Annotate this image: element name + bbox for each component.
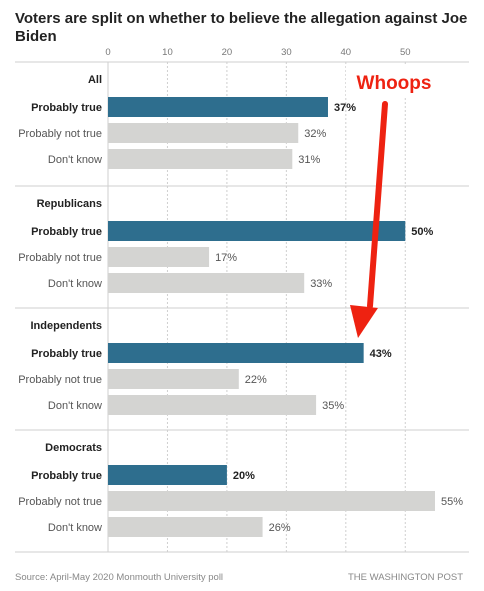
value-label: 37% (334, 102, 356, 114)
chart-title-line-2: Biden (15, 28, 57, 45)
x-tick-label-30: 30 (281, 47, 292, 58)
annotation-label: Whoops (357, 73, 432, 94)
group-label-republicans: Republicans (37, 198, 102, 210)
category-label: Probably not true (18, 374, 102, 386)
annotation-arrow-head (350, 305, 378, 338)
bar (108, 221, 406, 241)
bar (108, 517, 263, 537)
category-label: Probably true (31, 470, 102, 482)
category-label: Don't know (48, 522, 102, 534)
x-tick-label-50: 50 (400, 47, 411, 58)
value-label: 17% (215, 252, 237, 264)
value-label: 32% (304, 128, 326, 140)
category-label: Probably true (31, 226, 102, 238)
chart-title-line-1: Voters are split on whether to believe t… (15, 10, 467, 27)
annotation: Whoops (346, 66, 442, 338)
bar (108, 97, 328, 117)
source-note: Source: April-May 2020 Monmouth Universi… (15, 572, 223, 583)
value-label: 50% (411, 226, 433, 238)
plot-area: 0 10 20 30 40 50 All Probably true 37% Probably n… (15, 47, 469, 553)
value-label: 43% (370, 348, 392, 360)
bar (108, 369, 239, 389)
x-tick-label-10: 10 (162, 47, 173, 58)
category-label: Don't know (48, 400, 102, 412)
x-tick-label-0: 0 (105, 47, 110, 58)
bar (108, 491, 435, 511)
group-label-democrats: Democrats (45, 442, 102, 454)
group-label-independents: Independents (30, 320, 102, 332)
group-label-all: All (88, 74, 102, 86)
value-label: 33% (310, 278, 332, 290)
category-label: Probably true (31, 102, 102, 114)
annotation-arrow-shaft (367, 101, 388, 309)
bar (108, 343, 364, 363)
category-label: Probably not true (18, 496, 102, 508)
bar (108, 247, 210, 267)
value-label: 31% (298, 154, 320, 166)
value-label: 26% (269, 522, 291, 534)
value-label: 55% (441, 496, 463, 508)
value-label: 20% (233, 470, 255, 482)
x-tick-label-40: 40 (341, 47, 352, 58)
bar (108, 273, 305, 293)
category-label: Probably not true (18, 252, 102, 264)
value-label: 22% (245, 374, 267, 386)
x-tick-label-20: 20 (222, 47, 233, 58)
category-label: Probably not true (18, 128, 102, 140)
bar (108, 465, 227, 485)
annotation-box (346, 66, 442, 98)
category-label: Don't know (48, 278, 102, 290)
value-label: 35% (322, 400, 344, 412)
publisher-credit: THE WASHINGTON POST (348, 572, 463, 583)
category-label: Probably true (31, 348, 102, 360)
bar (108, 123, 299, 143)
bar (108, 149, 293, 169)
category-label: Don't know (48, 154, 102, 166)
bar (108, 395, 317, 415)
